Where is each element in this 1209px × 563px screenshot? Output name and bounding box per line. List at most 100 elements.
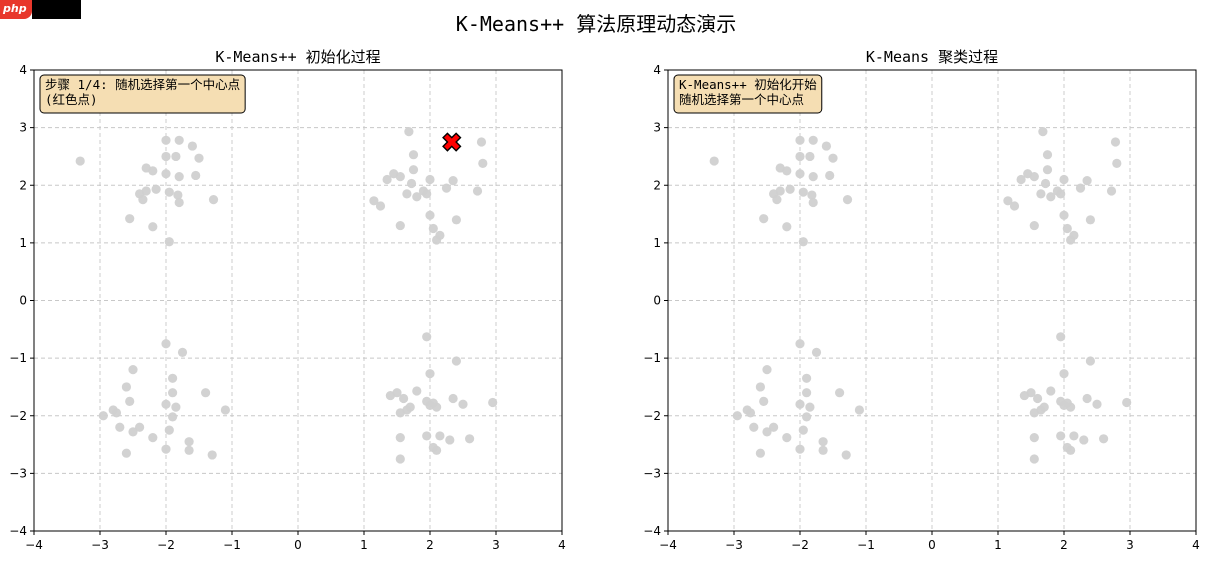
data-point <box>808 172 818 182</box>
data-point <box>808 197 818 208</box>
y-tick-label: −4 <box>9 524 27 538</box>
data-point <box>1085 215 1095 225</box>
data-point <box>805 402 815 412</box>
data-point <box>1106 186 1117 196</box>
data-point <box>98 411 108 421</box>
data-point <box>798 425 808 435</box>
data-point <box>451 215 461 225</box>
data-point <box>128 365 138 375</box>
data-point <box>208 195 219 205</box>
data-point <box>408 165 419 175</box>
subplot-title: K-Means 聚类过程 <box>866 48 998 66</box>
centroid-marker <box>442 132 462 152</box>
data-point <box>1016 174 1026 185</box>
data-point <box>111 408 122 418</box>
data-point <box>782 166 792 176</box>
data-point <box>161 339 171 349</box>
data-point <box>1056 396 1066 406</box>
data-point <box>220 405 230 415</box>
data-point <box>402 189 412 199</box>
data-point <box>187 141 197 151</box>
data-point <box>369 196 379 206</box>
x-tick-label: 4 <box>1192 538 1200 552</box>
x-tick-label: −1 <box>857 538 875 552</box>
annotation-background <box>39 74 246 114</box>
data-point <box>1112 158 1122 168</box>
y-tick-label: 2 <box>653 178 661 192</box>
data-point <box>164 187 174 197</box>
x-tick-label: 2 <box>1060 538 1068 552</box>
data-point <box>425 210 435 220</box>
data-point <box>404 127 414 137</box>
data-point <box>1040 178 1051 189</box>
y-tick-label: 4 <box>653 63 661 77</box>
data-point <box>194 153 204 163</box>
data-point <box>405 402 415 412</box>
data-point <box>465 434 475 444</box>
data-point <box>171 402 181 412</box>
data-point <box>1092 399 1102 409</box>
data-point <box>1039 402 1049 412</box>
data-point <box>161 151 171 162</box>
annotation-line: 随机选择第一个中心点 <box>679 92 804 107</box>
data-point <box>1003 196 1013 206</box>
data-point <box>422 189 432 199</box>
annotation-line: K-Means++ 初始化开始 <box>679 77 817 92</box>
data-point <box>828 153 838 163</box>
y-tick-label: 1 <box>19 236 27 250</box>
data-point <box>795 151 805 162</box>
data-point <box>1066 402 1076 412</box>
data-point <box>762 427 772 437</box>
data-point <box>168 412 178 422</box>
data-point <box>795 399 805 409</box>
data-point <box>406 178 417 189</box>
y-tick-label: −3 <box>643 466 661 480</box>
y-tick-label: −4 <box>643 524 661 538</box>
data-point <box>805 151 815 162</box>
data-point <box>184 445 194 455</box>
y-tick-label: 2 <box>19 178 27 192</box>
data-point <box>775 186 785 196</box>
data-point <box>818 437 828 447</box>
y-tick-label: 3 <box>653 121 661 135</box>
data-point <box>795 339 805 349</box>
data-point <box>795 135 805 145</box>
data-point <box>1046 192 1056 202</box>
data-point <box>807 190 817 200</box>
data-point <box>709 156 719 166</box>
data-point <box>1038 127 1048 137</box>
data-point <box>141 186 151 196</box>
data-point <box>1062 223 1072 234</box>
x-tick-label: −4 <box>659 538 677 552</box>
x-tick-label: 3 <box>1126 538 1134 552</box>
annotation-box: 步骤 1/4: 随机选择第一个中心点(红色点) <box>39 74 246 114</box>
data-point <box>173 190 183 200</box>
data-point <box>395 454 405 464</box>
data-point <box>1029 220 1039 231</box>
data-point <box>1042 150 1053 160</box>
data-point <box>375 201 386 211</box>
data-point <box>168 373 178 383</box>
data-point <box>432 445 442 455</box>
data-point <box>128 427 138 437</box>
data-point <box>802 388 812 398</box>
data-point <box>425 369 435 379</box>
x-tick-label: −1 <box>223 538 241 552</box>
data-point <box>428 223 438 234</box>
data-point <box>174 172 184 182</box>
y-tick-label: −2 <box>9 409 27 423</box>
data-point <box>412 192 422 202</box>
annotation-line: 步骤 1/4: 随机选择第一个中心点 <box>45 77 240 92</box>
data-point <box>769 422 779 432</box>
cluster-subplot: −4 −3 −2 −1 0 1 2 3 4 −4 −3 −2 −1 0 1 2 3 4 K-Means 聚类过程 K-… <box>643 48 1200 552</box>
data-point <box>448 393 458 404</box>
x-tick-label: 4 <box>558 538 566 552</box>
x-tick-label: 1 <box>994 538 1002 552</box>
data-point <box>432 235 442 245</box>
y-tick-label: 0 <box>653 294 661 308</box>
data-point <box>161 444 171 454</box>
data-point <box>422 396 432 406</box>
data-point <box>174 135 184 145</box>
data-point <box>174 197 184 208</box>
data-point <box>488 397 498 408</box>
